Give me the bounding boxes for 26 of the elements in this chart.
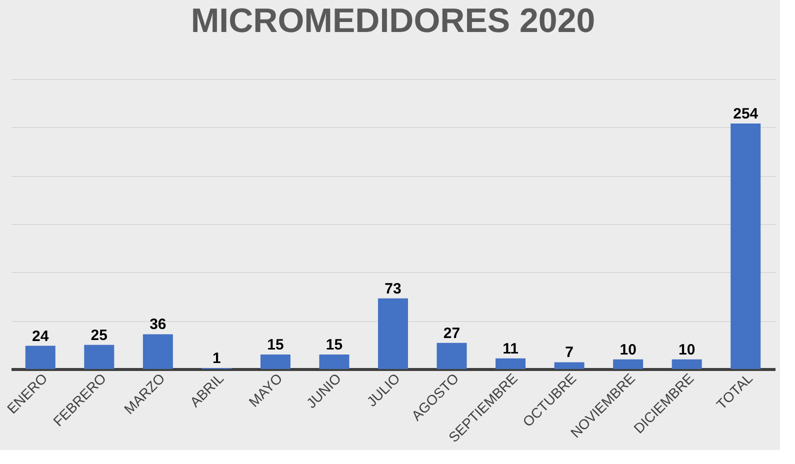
data-label: 11 <box>502 340 518 358</box>
data-label: 27 <box>443 324 460 342</box>
bar <box>554 362 584 369</box>
data-label: 10 <box>678 341 696 358</box>
bar <box>142 334 173 369</box>
data-label: 254 <box>733 105 759 122</box>
data-label: 15 <box>267 336 284 354</box>
bar <box>672 359 702 369</box>
data-label: 15 <box>326 336 343 354</box>
chart-title: MICROMEDIDORES 2020 <box>190 2 596 40</box>
bar <box>378 298 408 369</box>
bar <box>25 346 56 369</box>
data-label: 25 <box>90 326 108 344</box>
bar <box>730 123 761 369</box>
bar <box>436 342 467 369</box>
bar <box>84 344 114 369</box>
bar <box>613 359 644 369</box>
bar <box>260 354 290 369</box>
data-label: 36 <box>150 316 166 334</box>
data-label: 24 <box>32 328 50 345</box>
data-label: 7 <box>565 344 574 362</box>
data-label: 1 <box>212 350 221 368</box>
data-label: 73 <box>384 280 402 298</box>
bar <box>496 358 526 369</box>
data-label: 10 <box>620 341 636 358</box>
bar <box>319 354 350 369</box>
